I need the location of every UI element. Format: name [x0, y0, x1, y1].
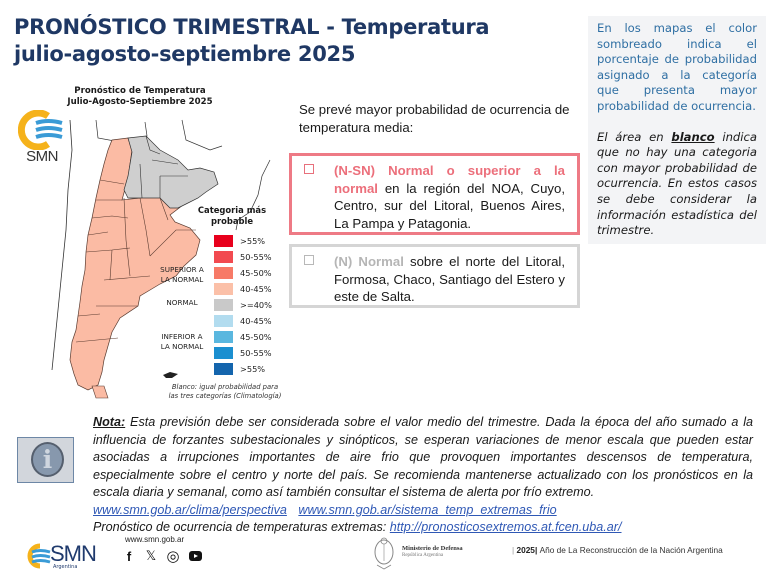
legend-label: 45-50%: [240, 268, 272, 278]
link-perspectiva[interactable]: www.smn.gob.ar/clima/perspectiva: [93, 502, 287, 517]
note-text: Esta previsión debe ser considerada sobr…: [93, 415, 753, 499]
note-links: www.smn.gob.ar/clima/perspectiva www.smn…: [93, 502, 753, 520]
forecast-box-normal-or-above: (N-SN) Normal o superior a la normal en …: [289, 153, 580, 235]
legend-swatch: [214, 331, 233, 343]
social-links: f 𝕏 ◎: [122, 548, 202, 565]
smn-emblem-icon: [17, 109, 63, 151]
info-paragraph-blank: El área en blanco indica que no hay una …: [597, 130, 757, 239]
motto: Año de La Reconstrucción de la Nación Ar…: [539, 545, 723, 555]
legend-footnote: Blanco: igual probabilidad para las tres…: [150, 383, 300, 401]
legend-swatch: [214, 267, 233, 279]
legend-category-label: LA NORMAL: [160, 274, 204, 284]
year: 2025: [516, 545, 535, 555]
info-paragraph-color: En los mapas el color sombreado indica e…: [597, 21, 757, 113]
legend-label: 50-55%: [240, 348, 272, 358]
legend-label: >55%: [240, 236, 266, 246]
info-icon: i: [17, 437, 74, 483]
forecast-box-normal: (N) Normal sobre el norte del Litoral, F…: [289, 244, 580, 308]
info-text: indica que no hay una categoria con mayo…: [597, 129, 757, 238]
forecast-region-text: en la región del NOA, Cuyo, Centro, sur …: [334, 180, 565, 231]
argentina-map: [51, 119, 271, 399]
smn-footer-logo: SMN Argentina: [22, 541, 102, 571]
footer: SMN Argentina www.smn.gob.ar f 𝕏 ◎ Minis…: [0, 535, 770, 578]
ministry-name: Ministerio de Defensa: [402, 545, 463, 552]
smn-footer-logo-text: SMN: [50, 541, 97, 566]
legend-footnote-line: Blanco: igual probabilidad para: [171, 383, 279, 391]
smn-emblem-icon: [27, 543, 51, 569]
extremes-label: Pronóstico de ocurrencia de temperaturas…: [93, 520, 390, 534]
forecast-category-label: (N-SN) Normal o superior a la normal: [334, 163, 565, 196]
legend-category-normal: NORMAL: [150, 298, 214, 308]
legend-swatch: [214, 299, 233, 311]
checkbox-bullet-icon: [304, 164, 314, 174]
legend-title-line-2: probable: [210, 215, 254, 226]
youtube-icon[interactable]: [188, 549, 202, 563]
title-line-2: julio-agosto-septiembre 2025: [14, 42, 356, 66]
coat-of-arms-icon: [374, 537, 394, 570]
info-panel: En los mapas el color sombreado indica e…: [588, 16, 766, 244]
legend-swatch: [214, 235, 233, 247]
title-line-1: PRONÓSTICO TRIMESTRAL - Temperatura: [14, 15, 490, 39]
forecast-text: (N) Normal sobre el norte del Litoral, F…: [334, 253, 565, 306]
legend-title-line-1: Categoria más: [197, 205, 267, 215]
map-title-line-1: Pronóstico de Temperatura: [74, 86, 206, 96]
note-section: Nota: Esta previsión debe ser considerad…: [93, 414, 753, 537]
forecast-lead: Se prevé mayor probabilidad de ocurrenci…: [299, 102, 570, 135]
legend-footnote-line: las tres categorías (Climatología): [168, 392, 282, 400]
checkbox-bullet-icon: [304, 255, 314, 265]
legend-swatch: [214, 283, 233, 295]
legend-swatch: [214, 363, 233, 375]
note-body: Nota: Esta previsión debe ser considerad…: [93, 414, 753, 502]
smn-footer-logo-sub: Argentina: [53, 564, 78, 570]
forecast-category-label: (N) Normal: [334, 254, 404, 269]
note-label: Nota:: [93, 415, 126, 429]
ministry-logo: Ministerio de Defensa República Argentin…: [372, 535, 522, 575]
map-title-line-2: Julio-Agosto-Septiembre 2025: [67, 97, 213, 107]
legend-label: 40-45%: [240, 284, 272, 294]
link-sistema-temp-extremas[interactable]: www.smn.gob.ar/sistema_temp_extremas_fri…: [298, 502, 557, 517]
forecast-text: (N-SN) Normal o superior a la normal en …: [334, 162, 565, 232]
legend-category-label: LA NORMAL: [160, 341, 204, 351]
legend-category-label: SUPERIOR A: [160, 265, 204, 274]
legend-title: Categoria más probable: [192, 205, 272, 226]
map-title: Pronóstico de Temperatura Julio-Agosto-S…: [60, 86, 220, 108]
smn-logo: SMN: [17, 109, 66, 168]
legend-category-above: SUPERIOR A LA NORMAL: [150, 265, 214, 284]
legend-swatch: [214, 315, 233, 327]
facebook-icon[interactable]: f: [126, 548, 132, 564]
forecast-region-text: sobre el norte del Litoral, Formosa, Cha…: [334, 254, 566, 304]
legend-category-label: NORMAL: [166, 298, 198, 307]
forecast-map: Pronóstico de Temperatura Julio-Agosto-S…: [0, 80, 290, 400]
link-pronosticos-extremos[interactable]: http://pronosticosextremos.at.fcen.uba.a…: [389, 520, 622, 534]
page-title: PRONÓSTICO TRIMESTRAL - Temperatura juli…: [14, 14, 490, 68]
x-icon[interactable]: 𝕏: [145, 548, 157, 563]
info-emphasis: blanco: [671, 129, 715, 144]
smn-logo-text: SMN: [26, 148, 58, 165]
legend-label: >=40%: [240, 300, 272, 310]
legend-category-below: INFERIOR A LA NORMAL: [150, 332, 214, 351]
legend-swatch: [214, 251, 233, 263]
instagram-icon[interactable]: ◎: [166, 548, 180, 565]
legend-label: 50-55%: [240, 252, 272, 262]
site-url[interactable]: www.smn.gob.ar: [125, 535, 185, 544]
info-circle-icon: i: [31, 442, 64, 477]
ministry-sub: República Argentina: [402, 553, 444, 558]
legend-category-label: INFERIOR A: [161, 332, 203, 341]
extremes-line: Pronóstico de ocurrencia de temperaturas…: [93, 519, 753, 537]
legend-label: 40-45%: [240, 316, 272, 326]
legend-swatch: [214, 347, 233, 359]
legend-label: >55%: [240, 364, 266, 374]
year-motto: | 2025| Año de La Reconstrucción de la N…: [512, 545, 723, 555]
legend-label: 45-50%: [240, 332, 272, 342]
info-text: El área en: [597, 129, 672, 144]
